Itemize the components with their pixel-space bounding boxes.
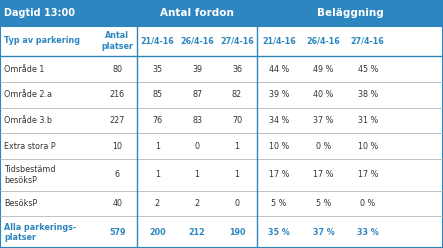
Text: 37 %: 37 % [313, 116, 334, 125]
Text: 87: 87 [192, 90, 202, 99]
Text: BesöksP: BesöksP [4, 199, 38, 208]
Text: Område 2.a: Område 2.a [4, 90, 52, 99]
Text: 10 %: 10 % [269, 142, 289, 151]
Text: Tidsbestämd
besöksP: Tidsbestämd besöksP [4, 165, 56, 185]
Text: 34 %: 34 % [269, 116, 289, 125]
Text: Antal fordon: Antal fordon [160, 8, 234, 18]
Text: 35: 35 [152, 64, 162, 73]
Text: 35 %: 35 % [268, 228, 290, 237]
Text: 200: 200 [149, 228, 166, 237]
Text: 17 %: 17 % [269, 170, 289, 179]
Text: 26/4-16: 26/4-16 [307, 36, 340, 45]
Text: 0 %: 0 % [360, 199, 375, 208]
Text: 21/4-16: 21/4-16 [140, 36, 174, 45]
Text: 27/4-16: 27/4-16 [351, 36, 385, 45]
Text: 212: 212 [189, 228, 206, 237]
Text: 10: 10 [113, 142, 122, 151]
Text: 0: 0 [234, 199, 240, 208]
Text: 10 %: 10 % [358, 142, 378, 151]
Text: 17 %: 17 % [313, 170, 334, 179]
Bar [0, 26, 443, 56]
Text: 36: 36 [232, 64, 242, 73]
Text: 0 %: 0 % [316, 142, 331, 151]
Text: 38 %: 38 % [358, 90, 378, 99]
Text: Beläggning: Beläggning [317, 8, 383, 18]
Text: 190: 190 [229, 228, 245, 237]
Text: 2: 2 [194, 199, 200, 208]
Bar [0, 82, 443, 108]
Text: 37 %: 37 % [312, 228, 334, 237]
Text: Extra stora P: Extra stora P [4, 142, 56, 151]
Text: 227: 227 [110, 116, 125, 125]
Text: 5 %: 5 % [316, 199, 331, 208]
Text: 5 %: 5 % [272, 199, 287, 208]
Text: 40 %: 40 % [313, 90, 334, 99]
Text: Antal
platser: Antal platser [101, 31, 133, 51]
Text: Område 3.b: Område 3.b [4, 116, 52, 125]
Text: 1: 1 [194, 170, 200, 179]
Text: 1: 1 [155, 170, 160, 179]
Bar [0, 191, 443, 217]
Text: 40: 40 [113, 199, 122, 208]
Text: 76: 76 [152, 116, 162, 125]
Bar [0, 108, 443, 133]
Text: 1: 1 [234, 170, 240, 179]
Text: 21/4-16: 21/4-16 [262, 36, 296, 45]
Text: 31 %: 31 % [358, 116, 378, 125]
Bar [0, 56, 443, 82]
Text: 83: 83 [192, 116, 202, 125]
Text: 0: 0 [194, 142, 200, 151]
Bar [0, 0, 443, 26]
Text: 6: 6 [115, 170, 120, 179]
Text: 579: 579 [109, 228, 126, 237]
Text: 1: 1 [155, 142, 160, 151]
Text: 39: 39 [192, 64, 202, 73]
Text: 82: 82 [232, 90, 242, 99]
Text: 2: 2 [155, 199, 160, 208]
Text: 85: 85 [152, 90, 162, 99]
Bar [0, 217, 443, 248]
Text: 33 %: 33 % [357, 228, 379, 237]
Text: Alla parkerings-
platser: Alla parkerings- platser [4, 222, 77, 242]
Text: 216: 216 [110, 90, 125, 99]
Bar [0, 159, 443, 191]
Text: 1: 1 [234, 142, 240, 151]
Text: 17 %: 17 % [358, 170, 378, 179]
Text: 26/4-16: 26/4-16 [180, 36, 214, 45]
Text: 70: 70 [232, 116, 242, 125]
Text: Dagtid 13:00: Dagtid 13:00 [4, 8, 75, 18]
Text: Område 1: Område 1 [4, 64, 45, 73]
Text: 39 %: 39 % [269, 90, 289, 99]
Text: 45 %: 45 % [358, 64, 378, 73]
Bar [0, 133, 443, 159]
Text: 80: 80 [113, 64, 122, 73]
Text: 49 %: 49 % [313, 64, 334, 73]
Text: 44 %: 44 % [269, 64, 289, 73]
Text: Typ av parkering: Typ av parkering [4, 36, 81, 45]
Text: 27/4-16: 27/4-16 [220, 36, 254, 45]
